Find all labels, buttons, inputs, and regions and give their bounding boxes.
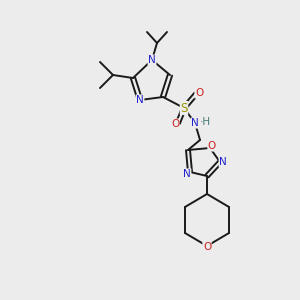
Text: N: N [219,157,227,167]
Text: S: S [180,101,188,115]
Text: N: N [183,169,191,179]
Text: ·H: ·H [200,117,211,127]
Text: O: O [171,119,179,129]
Text: O: O [203,242,211,252]
Text: O: O [208,141,216,151]
Text: N: N [148,55,156,65]
Text: N: N [136,95,144,105]
Text: N: N [191,118,199,128]
Text: O: O [195,88,203,98]
